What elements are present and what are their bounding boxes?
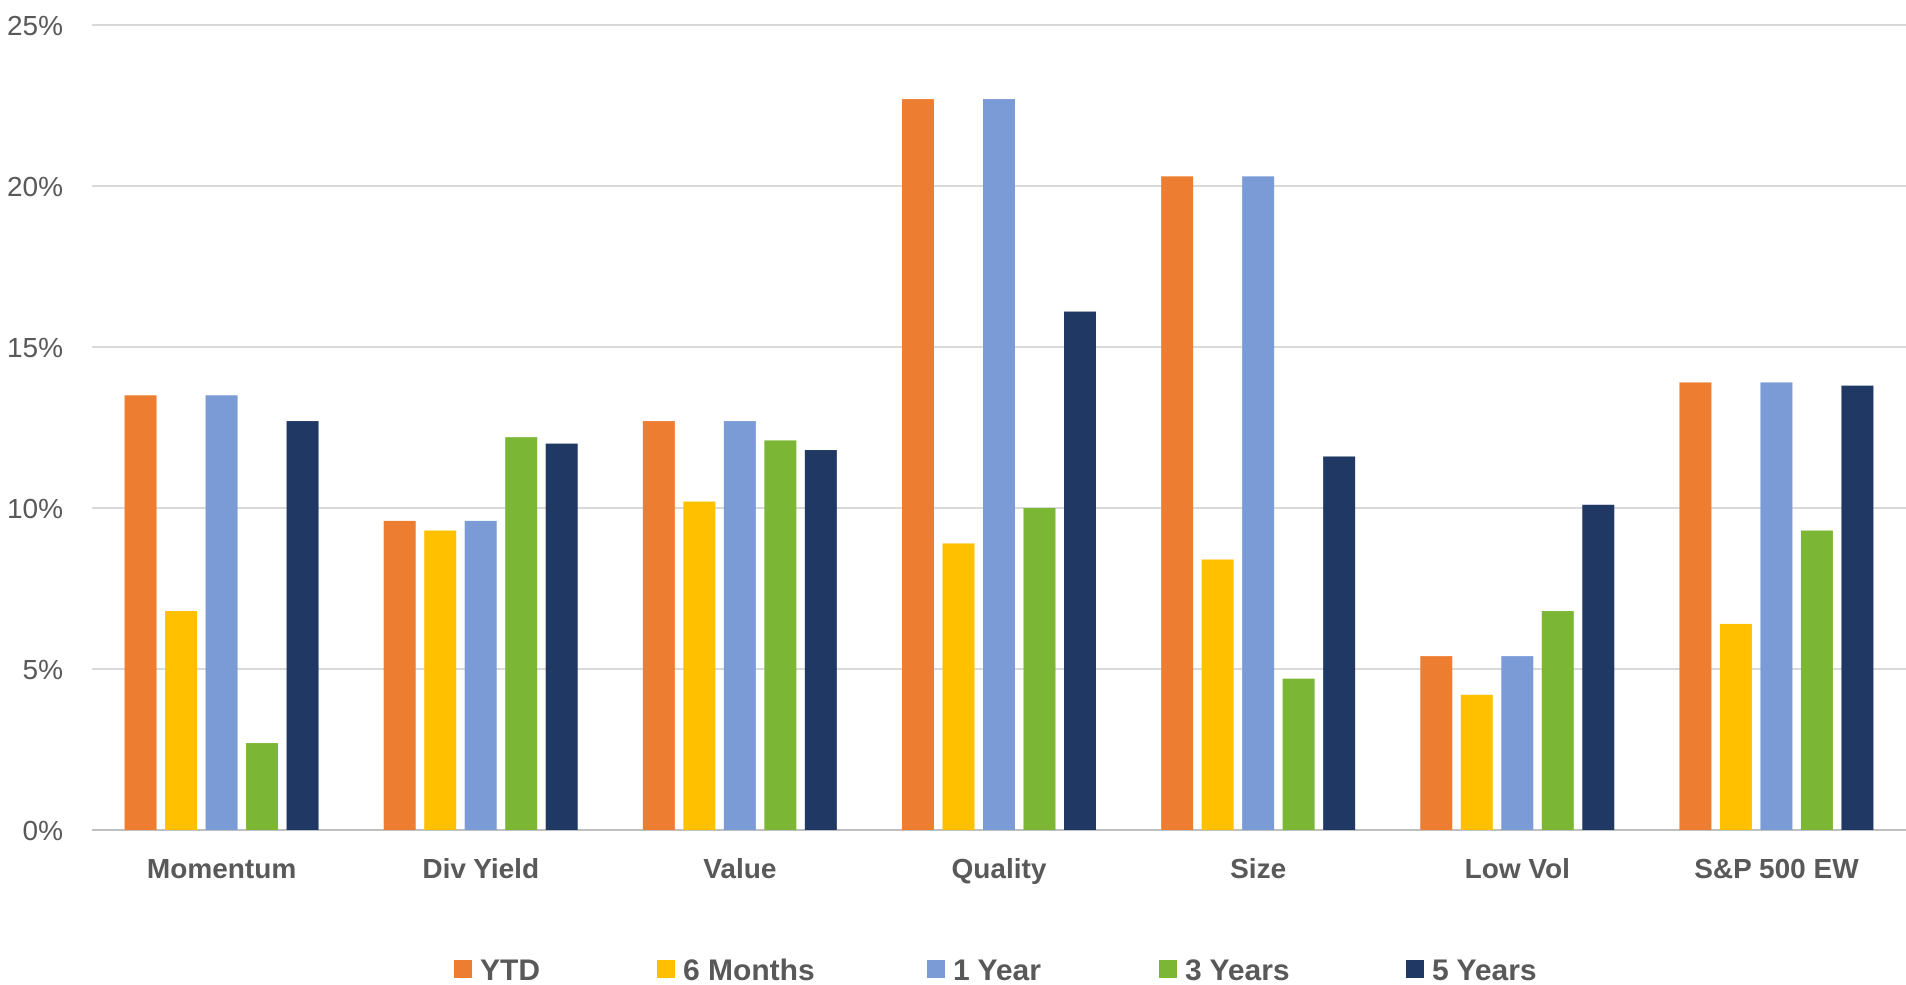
bar-ytd (642, 421, 675, 830)
bar-5-years (1323, 456, 1356, 830)
bar-1-year (723, 421, 756, 830)
x-axis: Momentum Div Yield Value Quality Size Low Vol… (147, 853, 1859, 884)
legend-label: YTD (480, 954, 540, 985)
bar-6-months (165, 611, 198, 830)
x-tick-label: Value (703, 853, 776, 884)
bar-1-year (1760, 382, 1793, 830)
legend-swatch (1159, 960, 1177, 978)
legend: YTD 6 Months 1 Year 3 Years 5 Years (454, 954, 1537, 985)
legend-swatch (1406, 960, 1424, 978)
bar-ytd (1679, 382, 1712, 830)
legend-label: 1 Year (953, 954, 1041, 985)
x-tick-label: Low Vol (1465, 853, 1570, 884)
y-tick-label: 25% (7, 10, 63, 41)
bar-3-years (1800, 530, 1833, 830)
bar-1-year (1242, 176, 1275, 831)
bar-ytd (1161, 176, 1194, 831)
legend-label: 5 Years (1432, 954, 1537, 985)
bar-6-months (1201, 559, 1234, 830)
legend-swatch (454, 960, 472, 978)
y-tick-label: 20% (7, 171, 63, 202)
bar-5-years (1582, 504, 1615, 830)
bar-ytd (124, 395, 157, 830)
bar-5-years (1841, 385, 1874, 830)
x-tick-label: Quality (952, 853, 1047, 884)
x-tick-label: S&P 500 EW (1694, 853, 1859, 884)
x-tick-label: Size (1230, 853, 1286, 884)
bar-6-months (683, 501, 716, 830)
legend-item: 3 Years (1159, 954, 1290, 985)
bar-1-year (205, 395, 238, 830)
bar-1-year (983, 99, 1015, 830)
bar-3-years (1023, 508, 1056, 830)
bar-3-years (1541, 611, 1574, 830)
x-tick-label: Momentum (147, 853, 296, 884)
bar-ytd (1420, 656, 1453, 830)
bar-ytd (383, 520, 416, 830)
bar-1-year (464, 520, 497, 830)
bar-3-years (1282, 678, 1315, 830)
bars (124, 99, 1874, 831)
legend-swatch (927, 960, 945, 978)
bar-ytd (902, 99, 934, 830)
bar-5-years (286, 421, 319, 830)
bar-1-year (1501, 656, 1534, 830)
bar-6-months (1460, 694, 1493, 830)
bar-5-years (545, 443, 578, 830)
y-tick-label: 5% (23, 654, 63, 685)
legend-item: 5 Years (1406, 954, 1537, 985)
y-axis: 0% 5% 10% 15% 20% 25% (7, 10, 63, 846)
bar-3-years (764, 440, 797, 830)
legend-swatch (657, 960, 675, 978)
legend-item: 1 Year (927, 954, 1041, 985)
bar-6-months (424, 530, 457, 830)
bar-3-years (505, 437, 538, 830)
y-tick-label: 15% (7, 332, 63, 363)
bar-6-months (942, 543, 975, 830)
x-tick-label: Div Yield (422, 853, 539, 884)
y-tick-label: 0% (23, 815, 63, 846)
legend-label: 6 Months (683, 954, 815, 985)
bar-5-years (804, 450, 837, 830)
legend-item: 6 Months (657, 954, 815, 985)
bar-6-months (1719, 623, 1752, 830)
legend-label: 3 Years (1185, 954, 1290, 985)
y-tick-label: 10% (7, 493, 63, 524)
legend-item: YTD (454, 954, 540, 985)
bar-3-years (246, 743, 279, 830)
bar-5-years (1064, 311, 1096, 831)
